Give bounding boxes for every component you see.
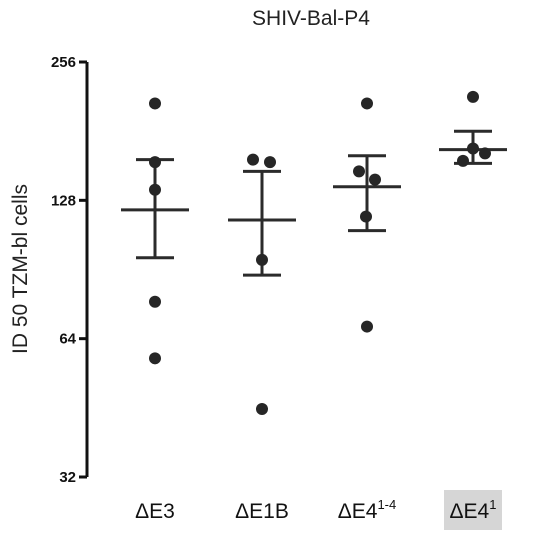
x-tick-label: ΔE41 — [450, 497, 497, 523]
y-tick-label: 64 — [59, 331, 76, 348]
data-point — [256, 253, 268, 266]
x-tick-label: ΔE41-4 — [338, 497, 397, 523]
data-point — [360, 210, 372, 223]
y-axis-label: ID 50 TZM-bl cells — [9, 184, 32, 354]
x-tick-label: ΔE1B — [235, 500, 289, 523]
error-bars — [121, 129, 507, 277]
y-tick-label: 128 — [51, 192, 76, 209]
highlight-box — [444, 490, 502, 530]
data-point — [353, 165, 365, 178]
x-tick-label-text: ΔE3 — [135, 500, 175, 523]
data-point — [361, 97, 373, 110]
x-tick-label: ΔE3 — [135, 500, 175, 523]
data-point — [467, 142, 479, 155]
data-point — [149, 352, 161, 365]
x-tick-label-text: ΔE4 — [338, 500, 378, 523]
data-point — [247, 153, 259, 166]
data-point — [149, 97, 161, 110]
x-tick-label-superscript: 1-4 — [377, 497, 396, 512]
data-point — [479, 147, 491, 160]
data-point — [361, 320, 373, 333]
data-points — [149, 90, 491, 415]
y-tick-label: 256 — [51, 54, 76, 71]
data-point — [467, 90, 479, 103]
data-point — [149, 295, 161, 308]
x-tick-label-superscript: 1 — [489, 497, 496, 512]
data-point — [369, 173, 381, 186]
x-tick-label-text: ΔE4 — [450, 500, 490, 523]
y-ticks: 32 64 128 256 — [51, 54, 87, 486]
data-point — [256, 402, 268, 415]
chart-title: SHIV-Bal-P4 — [252, 7, 370, 30]
data-point — [149, 156, 161, 169]
data-point — [149, 183, 161, 196]
data-point — [264, 156, 276, 169]
x-tick-label-text: ΔE1B — [235, 500, 289, 523]
data-point — [457, 154, 469, 167]
x-ticks: ΔE3 ΔE1B ΔE41-4 ΔE41 — [135, 490, 502, 530]
y-tick-label: 32 — [59, 469, 76, 486]
